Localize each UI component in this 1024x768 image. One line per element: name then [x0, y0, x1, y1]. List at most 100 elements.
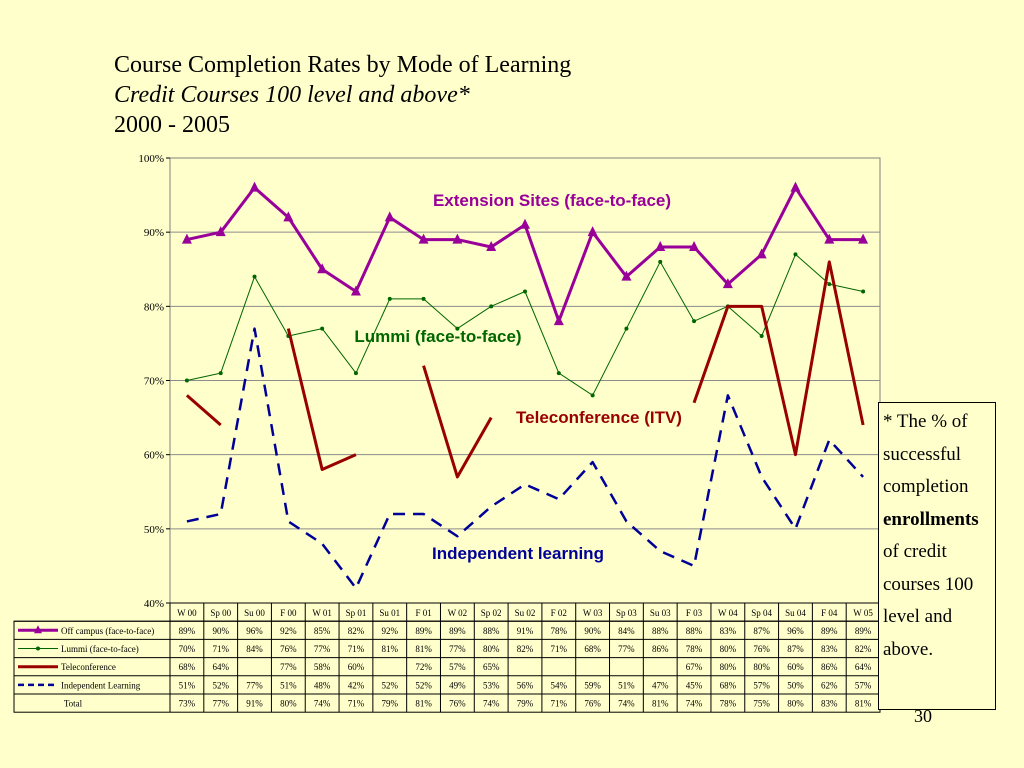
chart-years: 2000 - 2005 — [114, 112, 230, 138]
table-cell-value: 96% — [246, 626, 263, 636]
y-tick-label: 40% — [144, 598, 164, 610]
table-cell-value: 56% — [517, 680, 534, 690]
data-point-offcampus — [824, 233, 835, 244]
table-cell-value: 76% — [449, 699, 466, 709]
data-point-offcampus — [215, 226, 226, 237]
y-tick-label: 80% — [144, 301, 164, 313]
table-cell-value: 79% — [382, 699, 399, 709]
x-category-label: F 04 — [821, 608, 838, 618]
data-point-lummi — [455, 326, 460, 331]
table-cell-value: 74% — [618, 699, 635, 709]
table-cell-value: 58% — [314, 662, 331, 672]
table-cell-value: 80% — [753, 662, 770, 672]
table-cell-value: 86% — [652, 644, 669, 654]
table-cell-value: 71% — [551, 699, 568, 709]
table-cell-value: 51% — [280, 680, 297, 690]
table-cell-value: 89% — [449, 626, 466, 636]
table-cell-value: 57% — [753, 680, 770, 690]
table-cell-value: 51% — [618, 680, 635, 690]
data-point-offcampus — [283, 211, 294, 222]
table-cell-value: 81% — [382, 644, 399, 654]
y-tick-label: 90% — [144, 227, 164, 239]
table-cell-value: 64% — [855, 662, 872, 672]
legend-key-marker — [36, 646, 40, 651]
x-category-label: W 05 — [853, 608, 873, 618]
x-category-label: Su 03 — [650, 608, 671, 618]
data-point-lummi — [759, 334, 764, 338]
footnote-bold: enrollments — [883, 508, 979, 530]
data-point-offcampus — [587, 226, 598, 237]
x-category-label: Su 02 — [515, 608, 536, 618]
table-cell-value: 89% — [179, 626, 196, 636]
table-cell-value: 80% — [280, 699, 297, 709]
table-cell-value: 72% — [415, 662, 432, 672]
data-point-lummi — [218, 371, 223, 376]
table-cell-value: 77% — [280, 662, 297, 672]
data-point-offcampus — [722, 278, 733, 289]
table-cell-value: 92% — [382, 626, 399, 636]
chart-subtitle: Credit Courses 100 level and above* — [114, 82, 470, 108]
table-cell-value: 91% — [517, 626, 534, 636]
table-cell-value: 77% — [246, 680, 263, 690]
table-cell-value: 82% — [855, 644, 872, 654]
table-cell-value: 81% — [415, 699, 432, 709]
table-cell-value: 49% — [449, 680, 466, 690]
data-point-lummi — [184, 378, 189, 383]
data-point-offcampus — [452, 233, 463, 244]
data-point-offcampus — [756, 248, 767, 259]
table-cell-value: 89% — [821, 626, 838, 636]
x-category-label: Sp 01 — [346, 608, 367, 618]
data-point-lummi — [692, 319, 697, 324]
x-category-label: W 01 — [312, 608, 332, 618]
table-cell-value: 45% — [686, 680, 703, 690]
table-cell-value: 77% — [314, 644, 331, 654]
table-cell-value: 88% — [483, 626, 500, 636]
data-point-offcampus — [689, 241, 700, 251]
data-point-offcampus — [181, 233, 192, 244]
table-cell-value: 71% — [212, 644, 229, 654]
table-cell-value: 68% — [584, 644, 601, 654]
x-category-label: Su 04 — [785, 608, 806, 618]
x-category-label: W 03 — [583, 608, 603, 618]
data-point-offcampus — [790, 181, 801, 192]
table-cell-value: 68% — [179, 662, 196, 672]
data-point-lummi — [658, 259, 663, 264]
table-cell-value: 96% — [787, 626, 804, 636]
table-cell-value: 67% — [686, 662, 703, 672]
data-point-offcampus — [249, 181, 260, 192]
table-cell-value: 81% — [652, 699, 669, 709]
series-annotation: Extension Sites (face-to-face) — [433, 191, 671, 210]
table-cell-value: 71% — [348, 699, 365, 709]
table-cell-value: 83% — [821, 699, 838, 709]
data-point-lummi — [489, 304, 494, 309]
table-row-name: Teleconference — [61, 662, 116, 672]
table-body — [13, 620, 881, 713]
table-cell-value: 80% — [720, 644, 737, 654]
data-point-offcampus — [520, 218, 530, 229]
table-cell-value: 81% — [855, 699, 872, 709]
table-cell-value: 76% — [753, 644, 770, 654]
data-point-offcampus — [655, 241, 666, 251]
table-cell-value: 52% — [212, 680, 229, 690]
table-cell-value: 74% — [686, 699, 703, 709]
x-category-label: W 04 — [718, 608, 738, 618]
table-cell-value: 90% — [584, 626, 601, 636]
footnote-text-1: * The % of successful completion — [883, 411, 969, 497]
table-row-name: Total — [64, 699, 83, 709]
table-cell-value: 77% — [212, 699, 229, 709]
table-cell-value: 68% — [720, 680, 737, 690]
table-cell-value: 78% — [551, 626, 568, 636]
series-line-2 — [422, 365, 493, 479]
table-cell-value: 71% — [348, 644, 365, 654]
table-cell-value: 50% — [787, 680, 804, 690]
y-tick-label: 60% — [144, 450, 164, 462]
data-point-lummi — [556, 371, 561, 376]
legend-key-marker — [34, 625, 42, 634]
table-cell-value: 78% — [720, 699, 737, 709]
page-number: 30 — [914, 706, 932, 726]
x-category-label: Sp 00 — [210, 608, 231, 618]
x-category-label: F 01 — [415, 608, 431, 618]
table-cell-value: 60% — [348, 662, 365, 672]
series-annotation: Lummi (face-to-face) — [354, 327, 521, 346]
